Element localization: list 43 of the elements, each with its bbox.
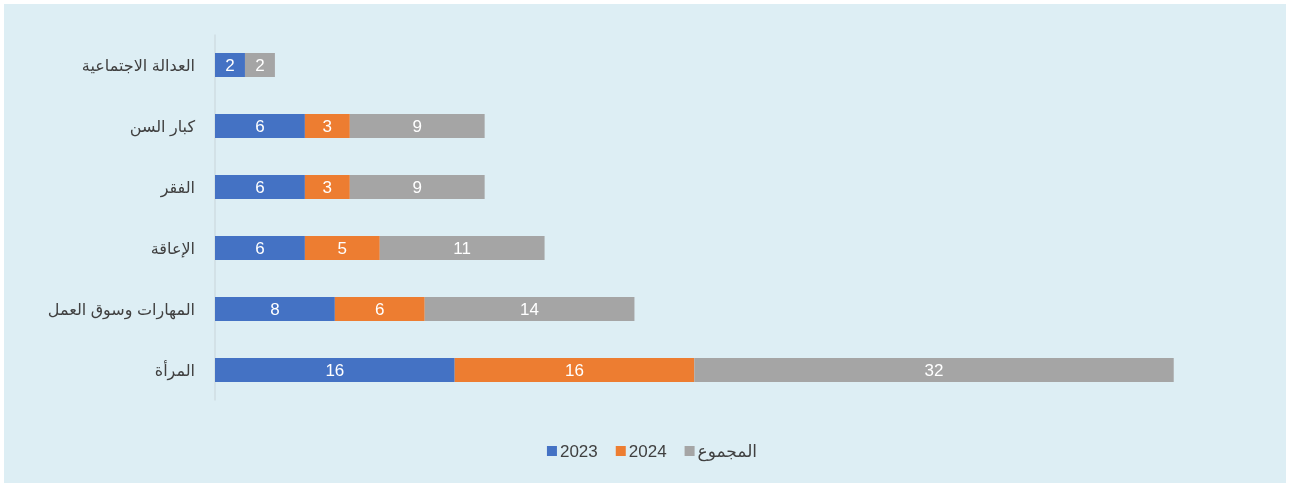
data-label: 2 [255, 56, 265, 75]
data-label: 8 [270, 300, 280, 319]
y-tick-label: العدالة الاجتماعية [81, 57, 195, 74]
bar [215, 175, 305, 199]
bar [244, 53, 275, 77]
data-label: 3 [322, 117, 333, 136]
data-label: 16 [565, 361, 584, 380]
data-label: 5 [337, 239, 348, 258]
data-label: 2 [225, 56, 235, 75]
bar [304, 114, 350, 138]
bar [304, 175, 350, 199]
y-tick-label: الإعاقة [150, 240, 195, 258]
data-label: 9 [412, 117, 422, 136]
bar [379, 236, 545, 260]
bar [215, 53, 245, 77]
bar [215, 236, 305, 260]
legend-label: 2023 [559, 442, 598, 461]
data-label: 6 [255, 239, 265, 258]
data-label: 32 [924, 361, 944, 380]
bar [349, 114, 485, 138]
bar [215, 297, 335, 321]
bar [215, 358, 455, 382]
data-label: 11 [453, 239, 471, 258]
y-tick-label: الفقر [159, 179, 195, 198]
data-label: 6 [255, 117, 265, 136]
bar [424, 297, 635, 321]
bar [304, 236, 380, 260]
y-tick-label: المرأة [154, 360, 195, 381]
legend-label: 2024 [628, 442, 667, 461]
bar [215, 114, 305, 138]
data-label: 9 [412, 178, 422, 197]
bar [694, 358, 1174, 382]
data-label: 14 [520, 300, 540, 319]
data-label: 3 [322, 178, 333, 197]
data-label: 6 [375, 300, 385, 319]
data-label: 6 [255, 178, 265, 197]
y-tick-label: المهارات وسوق العمل [47, 301, 195, 320]
data-label: 16 [325, 361, 345, 380]
bar [454, 358, 695, 382]
bar [349, 175, 485, 199]
y-tick-label: كبار السن [129, 118, 196, 137]
bar [334, 297, 425, 321]
legend-label: المجموع [697, 442, 758, 462]
